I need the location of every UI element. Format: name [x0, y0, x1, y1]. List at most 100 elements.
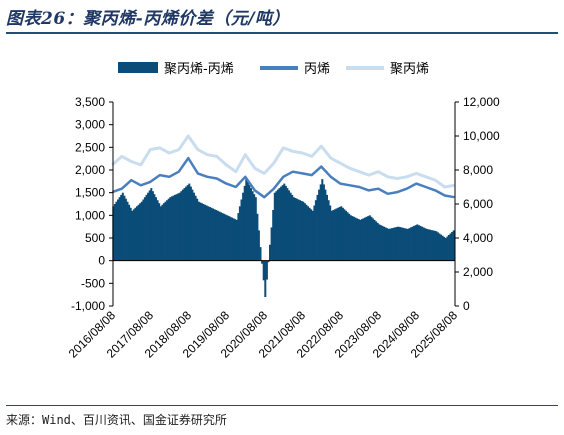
title-divider: [6, 32, 558, 34]
spread-bar: [368, 215, 371, 261]
propylene-line: [111, 156, 455, 199]
spread-bar: [120, 194, 123, 261]
spread-bar: [253, 194, 256, 261]
spread-bar: [314, 200, 317, 261]
spread-bar: [283, 183, 286, 261]
spread-bar: [299, 200, 302, 261]
spread-bar: [199, 202, 202, 261]
spread-bar: [305, 204, 308, 261]
spread-bar: [134, 207, 137, 261]
spread-bar: [414, 225, 417, 261]
spread-bar: [417, 225, 420, 261]
spread-bar: [319, 184, 322, 261]
spread-bar: [329, 205, 332, 261]
spread-bar: [373, 219, 376, 261]
spread-bar: [166, 200, 169, 261]
spread-bar: [151, 191, 154, 261]
spread-bar: [297, 199, 300, 261]
spread-bar: [397, 226, 400, 261]
source-note: 来源：Wind、百川资讯、国金证券研究所: [6, 413, 227, 427]
spread-bar: [402, 227, 404, 261]
spread-bar: [262, 260, 265, 281]
spread-bar: [129, 207, 132, 261]
spread-bar: [213, 209, 216, 261]
spread-bar: [227, 216, 230, 261]
spread-bar: [413, 225, 416, 261]
spread-bar: [212, 208, 214, 261]
spread-bar: [215, 210, 218, 261]
spread-bar: [200, 203, 203, 261]
spread-bar: [308, 207, 311, 261]
spread-bar: [321, 179, 324, 261]
spread-bar: [432, 230, 435, 261]
right-tick-label: 4,000: [463, 231, 493, 245]
spread-bar: [440, 234, 442, 261]
source-divider: [6, 405, 558, 406]
spread-bar: [216, 210, 219, 261]
spread-bar: [310, 209, 313, 261]
spread-bar: [307, 206, 309, 261]
spread-bar: [289, 192, 292, 261]
spread-bar: [291, 194, 294, 261]
left-tick-label: 2,500: [75, 140, 105, 154]
spread-bar: [140, 201, 143, 261]
spread-bar: [242, 192, 245, 261]
spread-bar: [318, 189, 321, 261]
spread-bar: [371, 218, 374, 261]
spread-bar: [121, 192, 124, 261]
right-tick-label: 12,000: [463, 95, 500, 109]
spread-bar: [204, 204, 207, 261]
left-tick-label: -500: [81, 276, 105, 290]
spread-bar: [196, 198, 199, 261]
spread-bar: [219, 212, 222, 261]
spread-bar: [449, 233, 452, 261]
legend-label-polypropylene: 聚丙烯: [390, 62, 429, 77]
spread-bar: [281, 185, 284, 261]
spread-bar: [322, 184, 325, 261]
spread-bar: [367, 216, 370, 261]
spread-bar: [202, 204, 205, 261]
spread-bar: [186, 185, 189, 261]
spread-bar: [379, 225, 382, 261]
spread-bar: [189, 186, 192, 261]
spread-bar: [237, 213, 240, 261]
spread-bar: [427, 229, 430, 261]
spread-bar: [357, 219, 360, 261]
spread-bar: [303, 203, 306, 261]
spread-bar: [147, 192, 150, 261]
left-tick-label: 1,500: [75, 186, 105, 200]
polypropylene-line: [111, 134, 455, 189]
spread-bar: [273, 192, 276, 261]
spread-bar: [392, 227, 395, 261]
spread-bar: [280, 186, 283, 261]
spread-bar: [250, 188, 252, 261]
spread-bar: [378, 224, 381, 261]
spread-bar: [162, 203, 165, 261]
spread-bar: [264, 260, 267, 297]
spread-bar: [345, 210, 347, 261]
spread-bar: [430, 230, 433, 261]
spread-bar: [405, 228, 408, 261]
spread-bar: [172, 195, 175, 261]
spread-bar: [295, 198, 298, 261]
spread-bar: [123, 195, 126, 261]
spread-bar: [362, 218, 365, 261]
spread-bar: [386, 228, 389, 261]
spread-bar: [254, 197, 257, 261]
spread-bar: [223, 213, 226, 261]
spread-bar: [224, 214, 227, 261]
spread-bar: [327, 200, 330, 261]
spread-bar: [174, 194, 176, 261]
spread-bar: [238, 206, 241, 261]
spread-bar: [381, 225, 384, 261]
spread-bar: [376, 222, 379, 261]
spread-bar: [185, 186, 188, 261]
spread-bar: [356, 218, 359, 261]
spread-bar: [359, 219, 362, 261]
spread-bar: [188, 183, 191, 261]
spread-bar: [343, 209, 346, 261]
spread-bar: [181, 189, 184, 261]
spread-bar: [132, 209, 135, 261]
spread-bar: [150, 188, 153, 261]
